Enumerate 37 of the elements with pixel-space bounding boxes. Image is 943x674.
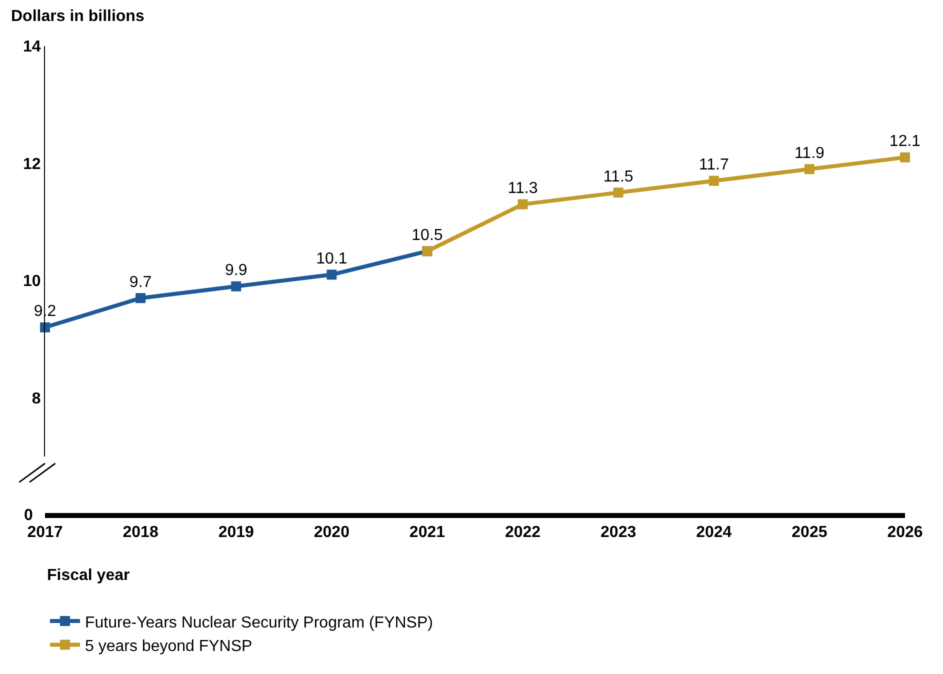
point [804, 164, 814, 174]
point [40, 322, 50, 332]
x-tick-label: 2018 [122, 524, 158, 542]
x-tick-label: 2022 [504, 524, 541, 542]
legend-label: 5 years beyond FYNSP [85, 638, 252, 656]
y-axis-title: Dollars in billions [11, 8, 144, 25]
data-label: 12.1 [889, 133, 921, 150]
x-tick-label: 2024 [696, 524, 732, 542]
x-tick-label: 2020 [314, 524, 350, 542]
text: 0 [24, 507, 33, 524]
x-tick-label: 2023 [600, 524, 636, 542]
data-label: 10.5 [412, 226, 443, 244]
y-tick-label: 10 [23, 273, 41, 290]
point [708, 176, 719, 186]
point [613, 188, 624, 198]
point [231, 281, 242, 292]
data-label: 11.3 [508, 180, 538, 198]
point [518, 199, 528, 210]
point [136, 293, 146, 304]
y-tick-label: 12 [23, 156, 41, 173]
point [900, 152, 910, 162]
y-tick-label: 8 [32, 390, 41, 408]
x-tick-label: 2021 [409, 524, 446, 542]
x-tick-label: 2025 [792, 524, 828, 542]
legend-label: Future-Years Nuclear Security Program (FYNSP) [85, 614, 433, 632]
x-tick-label: 2017 [27, 524, 63, 542]
x-tick-label: 2026 [887, 524, 923, 542]
y-tick-label: 14 [23, 38, 41, 56]
data-label: 11.5 [603, 168, 634, 186]
data-label: 9.7 [129, 274, 152, 291]
data-label: 11.7 [698, 156, 729, 174]
point [326, 270, 337, 280]
x-axis-title: Fiscal year [47, 567, 130, 584]
data-label: 11.9 [794, 144, 825, 162]
data-label: 10.1 [316, 250, 348, 268]
data-label: 9.9 [224, 262, 248, 280]
x-tick-label: 2019 [218, 524, 254, 542]
